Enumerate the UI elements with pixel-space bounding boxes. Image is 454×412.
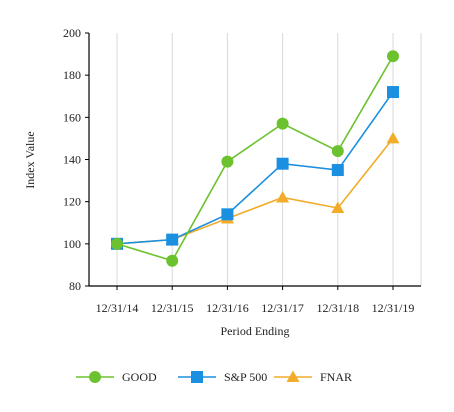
data-point: [111, 237, 123, 250]
data-point: [331, 164, 344, 177]
series-fnar: [110, 131, 400, 249]
data-point: [331, 145, 344, 158]
data-point: [387, 86, 399, 99]
data-point: [387, 50, 399, 63]
series-line: [116, 91, 394, 245]
y-tick-label: 120: [63, 195, 81, 209]
y-tick-label: 160: [63, 110, 81, 124]
legend-item-good: GOOD: [76, 370, 157, 384]
data-point: [386, 131, 400, 144]
data-point: [331, 201, 345, 213]
legend-marker: [286, 370, 300, 382]
series-group: [110, 50, 400, 267]
data-point: [276, 190, 290, 203]
x-tick-label: 12/31/18: [316, 301, 359, 315]
x-tick-label: 12/31/14: [96, 301, 139, 315]
legend-marker: [89, 371, 101, 383]
x-tick-label: 12/31/17: [261, 301, 304, 315]
series-good: [111, 50, 399, 267]
x-tick-label: 12/31/15: [151, 301, 194, 315]
y-axis-title: Index Value: [23, 131, 37, 188]
data-point: [276, 157, 289, 170]
legend-item-fnar: FNAR: [274, 370, 352, 384]
y-tick-label: 180: [63, 68, 81, 82]
legend-label: GOOD: [122, 370, 157, 384]
x-axis-title: Period Ending: [221, 324, 290, 338]
data-point: [166, 254, 179, 267]
x-tick-label: 12/31/19: [372, 301, 415, 315]
x-tick-labels: 12/31/14 12/31/15 12/31/16 12/31/17 12/31/18…: [96, 301, 415, 315]
series-line: [116, 137, 394, 245]
series-line: [116, 55, 394, 262]
x-tick-label: 12/31/16: [206, 301, 249, 315]
y-tick-label: 200: [63, 26, 81, 40]
legend-label: S&P 500: [224, 370, 267, 384]
axes: [85, 32, 421, 290]
data-point: [166, 233, 179, 246]
series-s-p-500: [111, 86, 399, 250]
legend-label: FNAR: [320, 370, 352, 384]
data-point: [221, 155, 234, 168]
y-tick-label: 80: [69, 279, 81, 293]
data-point: [276, 117, 289, 130]
y-tick-labels: 80 100 120 140 160 180 200: [63, 26, 81, 293]
data-point: [221, 208, 234, 221]
legend-marker: [191, 371, 203, 383]
legend: GOOD S&P 500 FNAR: [76, 370, 352, 384]
legend-item-s-p-500: S&P 500: [178, 370, 267, 384]
y-tick-label: 140: [63, 153, 81, 167]
y-tick-label: 100: [63, 237, 81, 251]
